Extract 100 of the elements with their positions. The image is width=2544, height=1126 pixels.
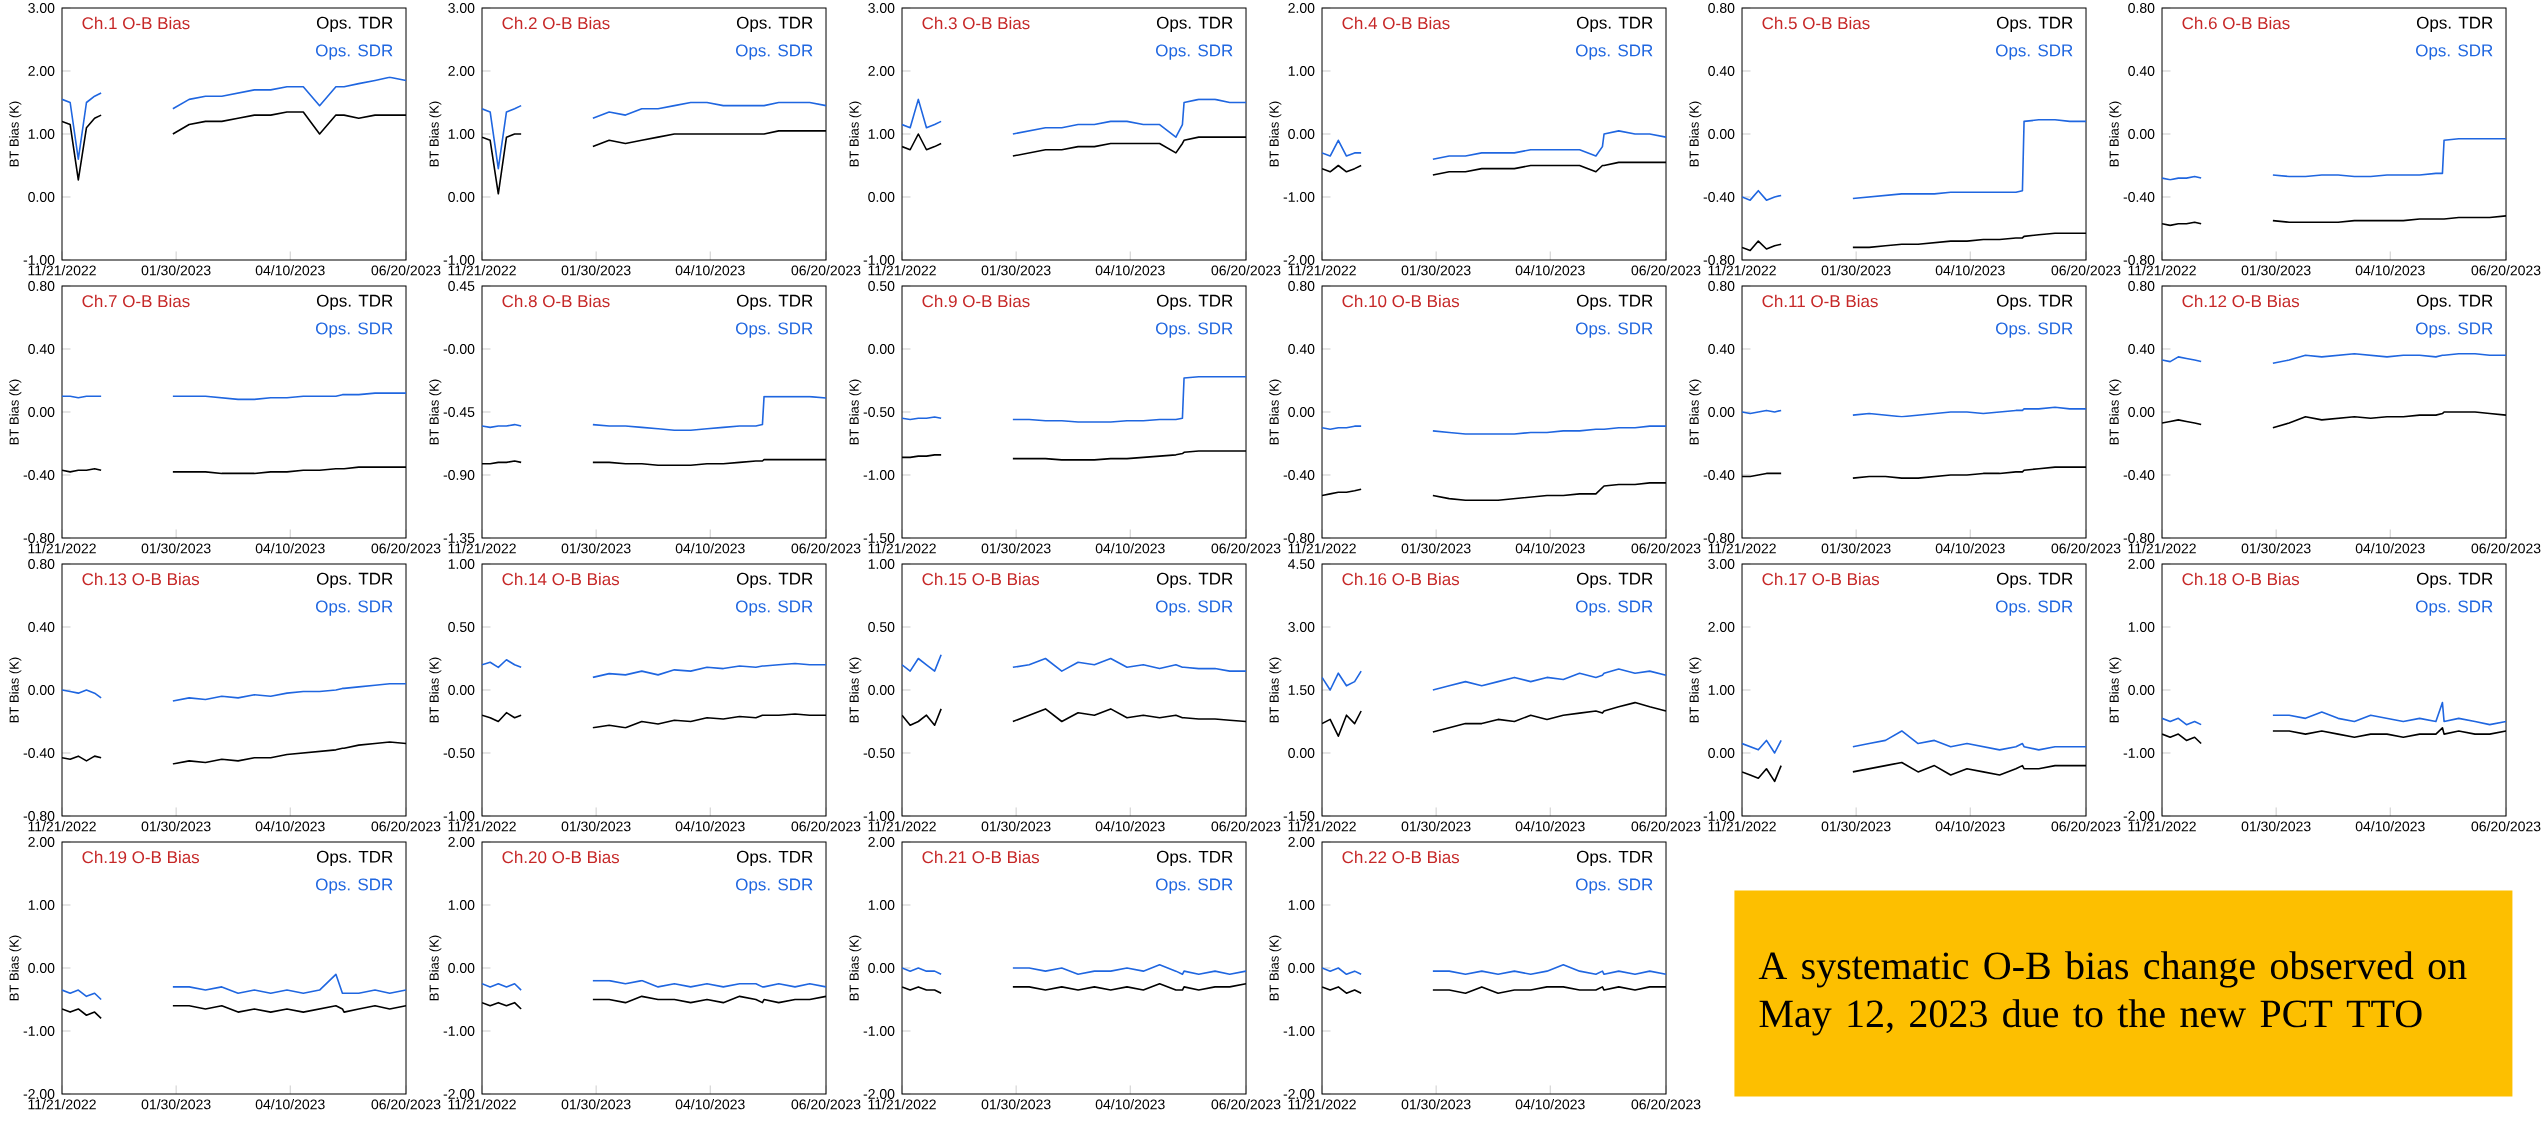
y-tick-label: 1.00 [28, 900, 55, 910]
x-tick-label: 01/30/2023 [1821, 543, 1891, 554]
y-tick-label: -1.00 [863, 811, 895, 821]
x-tick-label: 01/30/2023 [2241, 821, 2311, 832]
x-tick-label: 04/10/2023 [1515, 1099, 1585, 1110]
x-tick-label: 06/20/2023 [791, 543, 861, 554]
text: Ops. SDR [1576, 600, 1653, 616]
y-tick-label: 0.40 [1288, 344, 1315, 354]
text: Ops. SDR [1996, 44, 2073, 60]
y-axis-title: BT Bias (K) [2109, 379, 2122, 445]
x-tick-label: 04/10/2023 [2355, 265, 2425, 276]
text: Ops. SDR [316, 878, 393, 894]
y-tick-label: -0.80 [1703, 255, 1735, 265]
y-tick-label: 2.00 [868, 66, 895, 76]
x-tick-label: 06/20/2023 [791, 265, 861, 276]
y-tick-label: 1.00 [448, 559, 475, 569]
chart-title: Ch.18 O-B Bias [2182, 572, 2300, 586]
chart-title: Ch.1 O-B Bias [82, 16, 190, 30]
x-tick-label: 06/20/2023 [791, 1099, 861, 1110]
text: Ops. TDR [1996, 16, 2073, 33]
x-tick-label: 04/10/2023 [675, 821, 745, 832]
x-tick-label: 11/21/2022 [868, 1099, 936, 1110]
y-tick-label: 0.00 [448, 963, 475, 973]
y-tick-label: 2.00 [1288, 837, 1315, 847]
x-tick-label: 01/30/2023 [141, 265, 211, 276]
text: Ops. TDR [2416, 294, 2493, 311]
chart-title: Ch.21 O-B Bias [922, 850, 1040, 864]
x-tick-label: 04/10/2023 [255, 821, 325, 832]
x-tick-label: 11/21/2022 [1708, 543, 1776, 554]
x-tick-label: 11/21/2022 [1288, 265, 1356, 276]
x-tick-label: 04/10/2023 [1515, 543, 1585, 554]
x-tick-label: 06/20/2023 [791, 821, 861, 832]
y-tick-label: -2.00 [863, 1089, 895, 1099]
y-tick-label: -0.40 [2123, 470, 2155, 480]
text: Ops. TDR [1576, 294, 1653, 311]
x-tick-label: 04/10/2023 [255, 543, 325, 554]
y-tick-label: 1.00 [868, 559, 895, 569]
text: Ops. TDR [1156, 294, 1233, 311]
x-tick-label: 11/21/2022 [1288, 821, 1356, 832]
y-axis-title: BT Bias (K) [429, 101, 442, 167]
x-tick-label: 06/20/2023 [371, 821, 441, 832]
text: Ops. SDR [1996, 600, 2073, 616]
text: Ops. TDR [316, 16, 393, 33]
y-tick-label: 0.80 [28, 559, 55, 569]
chart-title: Ch.15 O-B Bias [922, 572, 1040, 586]
text: Ops. SDR [1156, 322, 1233, 338]
chart-title: Ch.8 O-B Bias [502, 294, 610, 308]
y-tick-label: -1.00 [1283, 192, 1315, 202]
y-tick-label: 3.00 [868, 3, 895, 13]
x-tick-label: 01/30/2023 [981, 1099, 1051, 1110]
chart-title: Ch.9 O-B Bias [922, 294, 1030, 308]
text: Ops. TDR [736, 850, 813, 867]
y-tick-label: 2.00 [28, 837, 55, 847]
series-label: Ops. SDR [2416, 322, 2493, 338]
x-tick-label: 11/21/2022 [868, 821, 936, 832]
text: Ops. TDR [1156, 572, 1233, 589]
x-tick-label: 01/30/2023 [981, 265, 1051, 276]
y-tick-label: 1.00 [448, 900, 475, 910]
x-tick-label: 11/21/2022 [2128, 265, 2196, 276]
x-tick-label: 01/30/2023 [561, 1099, 631, 1110]
text: Ops. TDR [736, 16, 813, 33]
y-tick-label: 0.50 [868, 281, 895, 291]
y-tick-label: 1.50 [1288, 685, 1315, 695]
y-tick-label: 3.00 [448, 3, 475, 13]
y-tick-label: 0.00 [1288, 129, 1315, 139]
x-tick-label: 11/21/2022 [28, 1099, 96, 1110]
y-tick-label: 0.00 [448, 192, 475, 202]
x-tick-label: 06/20/2023 [1631, 1099, 1701, 1110]
chart-title: Ch.20 O-B Bias [502, 850, 620, 864]
text: Ops. SDR [736, 322, 813, 338]
y-tick-label: 3.00 [1288, 622, 1315, 632]
y-tick-label: -1.00 [443, 811, 475, 821]
chart-title: Ch.12 O-B Bias [2182, 294, 2300, 308]
y-tick-label: -0.50 [863, 748, 895, 758]
y-tick-label: 0.00 [868, 963, 895, 973]
y-axis-title: BT Bias (K) [1269, 935, 1282, 1001]
y-tick-label: 0.00 [2128, 129, 2155, 139]
y-tick-label: 1.00 [1708, 685, 1735, 695]
text: Ops. SDR [1156, 600, 1233, 616]
y-tick-label: -0.40 [1703, 192, 1735, 202]
y-axis-title: BT Bias (K) [9, 379, 22, 445]
x-tick-label: 04/10/2023 [1935, 543, 2005, 554]
text: A systematic O-B bias change observed on May 12, 2023 due to the new PCT TTO [1758, 951, 2467, 1036]
text: Ops. TDR [316, 572, 393, 589]
x-tick-label: 01/30/2023 [1821, 821, 1891, 832]
y-tick-label: 0.00 [868, 192, 895, 202]
y-tick-label: -1.00 [1283, 1026, 1315, 1036]
y-tick-label: -1.00 [23, 1026, 55, 1036]
y-tick-label: 0.00 [868, 344, 895, 354]
x-tick-label: 06/20/2023 [2051, 821, 2121, 832]
x-tick-label: 01/30/2023 [2241, 543, 2311, 554]
y-axis-title: BT Bias (K) [2109, 101, 2122, 167]
chart-title: Ch.4 O-B Bias [1342, 16, 1450, 30]
y-tick-label: 1.00 [448, 129, 475, 139]
y-axis-title: BT Bias (K) [1269, 657, 1282, 723]
chart-title: Ch.3 O-B Bias [922, 16, 1030, 30]
x-tick-label: 01/30/2023 [141, 543, 211, 554]
x-tick-label: 11/21/2022 [1288, 543, 1356, 554]
x-tick-label: 04/10/2023 [1095, 1099, 1165, 1110]
y-tick-label: -0.40 [23, 470, 55, 480]
